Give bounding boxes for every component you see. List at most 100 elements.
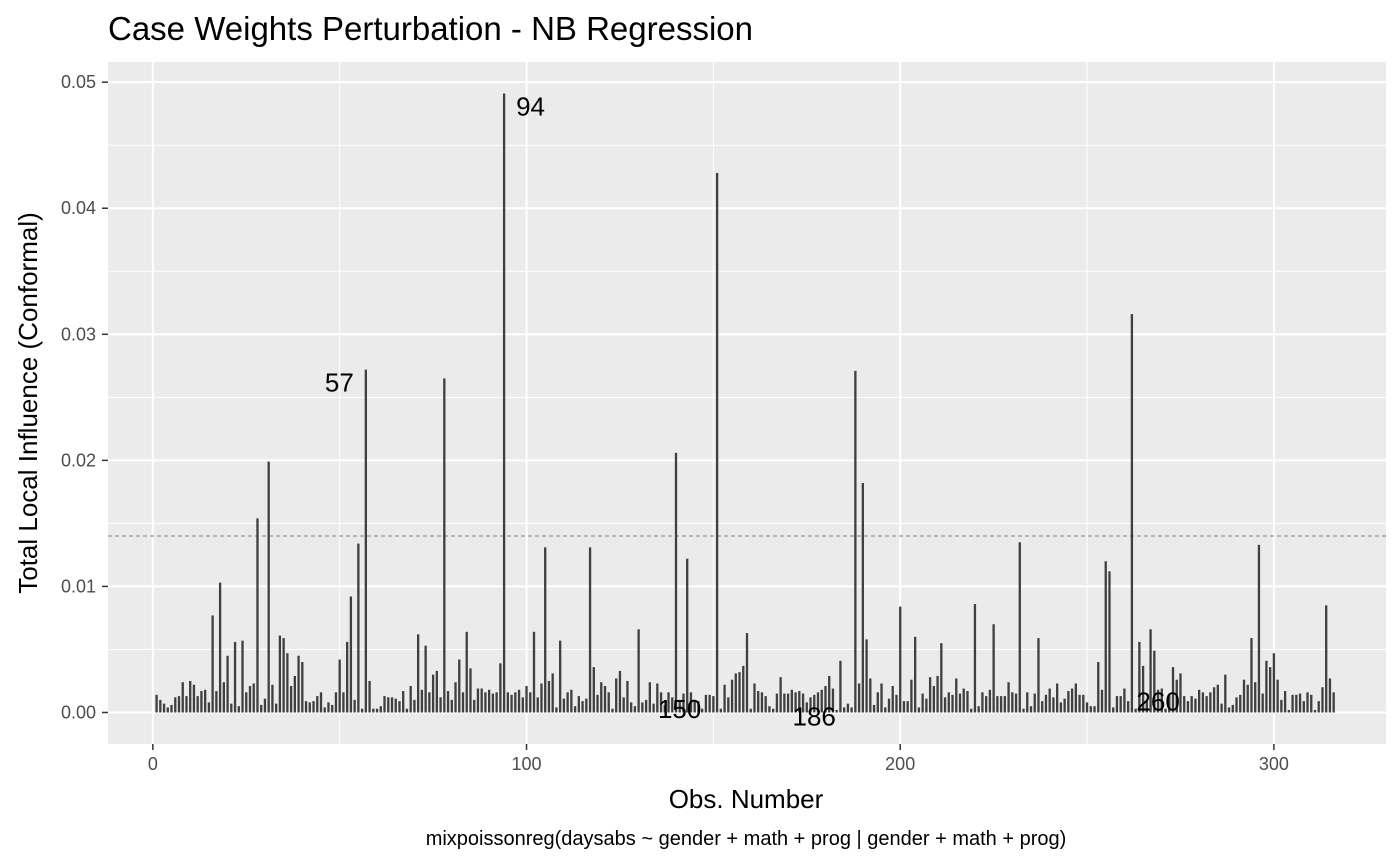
bar-obs-63 <box>387 697 390 713</box>
bar-obs-268 <box>1153 650 1156 713</box>
bar-obs-248 <box>1078 694 1081 713</box>
bar-obs-69 <box>409 686 412 713</box>
chart-title: Case Weights Perturbation - NB Regressio… <box>108 10 753 47</box>
bar-obs-218 <box>966 691 969 713</box>
bar-obs-258 <box>1115 696 1119 713</box>
bar-obs-6 <box>174 697 177 713</box>
bar-obs-30 <box>263 698 267 713</box>
bar-obs-48 <box>331 704 334 713</box>
bar-obs-147 <box>700 708 704 713</box>
bar-obs-308 <box>1302 701 1305 713</box>
bar-obs-177 <box>813 694 816 713</box>
bar-obs-59 <box>372 708 375 713</box>
bar-obs-255 <box>1104 561 1107 713</box>
bar-obs-146 <box>697 701 700 713</box>
bar-obs-172 <box>794 692 797 713</box>
bar-obs-176 <box>809 697 812 713</box>
bar-obs-219 <box>970 708 973 713</box>
bar-obs-45 <box>319 692 323 713</box>
bar-obs-91 <box>491 693 495 713</box>
bar-obs-144 <box>689 692 693 713</box>
bar-obs-275 <box>1179 673 1182 713</box>
bar-obs-186 <box>846 703 850 713</box>
bar-obs-253 <box>1097 662 1100 713</box>
bar-obs-53 <box>349 596 353 713</box>
bar-obs-112 <box>570 689 573 713</box>
bar-obs-148 <box>704 694 708 713</box>
bar-obs-307 <box>1298 693 1302 713</box>
bar-obs-254 <box>1100 689 1104 713</box>
bar-obs-188 <box>854 370 857 713</box>
bar-obs-105 <box>544 547 547 713</box>
bar-obs-203 <box>910 679 913 713</box>
bar-obs-184 <box>839 660 842 713</box>
bar-obs-305 <box>1291 694 1294 713</box>
bar-obs-46 <box>323 707 326 713</box>
bar-obs-12 <box>196 696 199 713</box>
bar-obs-178 <box>816 692 820 713</box>
bar-obs-202 <box>906 701 909 713</box>
bar-obs-33 <box>274 703 278 713</box>
bar-obs-157 <box>738 672 741 713</box>
bar-obs-76 <box>435 670 439 713</box>
bar-obs-1 <box>155 694 158 713</box>
bar-obs-223 <box>984 696 988 713</box>
y-tick-label: 0.03 <box>61 324 96 344</box>
bar-obs-93 <box>499 663 502 713</box>
bar-obs-2 <box>159 699 162 713</box>
bar-obs-198 <box>891 686 894 713</box>
bar-obs-166 <box>771 708 775 713</box>
bar-obs-247 <box>1074 683 1078 713</box>
bar-obs-180 <box>824 686 827 713</box>
bar-obs-58 <box>368 680 371 713</box>
annotation-obs-150: 150 <box>658 694 701 724</box>
bar-obs-131 <box>641 702 644 713</box>
bar-obs-49 <box>334 692 338 713</box>
bar-obs-274 <box>1175 679 1178 713</box>
bar-obs-94 <box>502 93 506 713</box>
bar-obs-222 <box>981 692 984 713</box>
bar-obs-312 <box>1317 701 1320 713</box>
bar-obs-194 <box>876 692 879 713</box>
bar-obs-113 <box>573 706 577 713</box>
bar-obs-92 <box>495 692 498 713</box>
annotation-obs-94: 94 <box>516 92 545 122</box>
bar-obs-7 <box>177 696 181 713</box>
bar-obs-141 <box>678 699 681 713</box>
bar-obs-127 <box>626 680 629 713</box>
bar-obs-110 <box>562 698 566 713</box>
annotation-obs-186: 186 <box>793 702 836 732</box>
bar-obs-23 <box>237 706 240 713</box>
bar-obs-159 <box>745 633 749 713</box>
bar-obs-61 <box>379 706 382 713</box>
bar-obs-313 <box>1321 687 1324 713</box>
bar-obs-304 <box>1287 709 1291 713</box>
bar-obs-301 <box>1276 679 1279 713</box>
bar-obs-191 <box>865 639 868 713</box>
bar-obs-297 <box>1261 693 1264 713</box>
bar-obs-189 <box>857 683 861 713</box>
bar-obs-182 <box>831 688 835 713</box>
bar-obs-229 <box>1007 682 1010 713</box>
bar-obs-125 <box>618 670 622 713</box>
y-tick-label: 0.01 <box>61 576 96 596</box>
bar-obs-246 <box>1070 688 1074 713</box>
bar-obs-294 <box>1250 638 1253 713</box>
bar-obs-29 <box>260 704 263 713</box>
bar-obs-80 <box>450 699 453 713</box>
x-tick-label: 200 <box>885 754 915 774</box>
bar-obs-241 <box>1052 697 1055 713</box>
bar-obs-233 <box>1022 708 1025 713</box>
bar-obs-79 <box>446 691 450 713</box>
bar-obs-72 <box>420 689 424 713</box>
bar-obs-31 <box>267 461 270 713</box>
bar-obs-292 <box>1242 679 1246 713</box>
bar-obs-145 <box>693 701 696 713</box>
annotation-obs-57: 57 <box>325 368 354 398</box>
bar-obs-135 <box>656 683 659 713</box>
bar-obs-44 <box>316 696 319 713</box>
bar-obs-114 <box>577 696 581 713</box>
bar-obs-111 <box>566 692 569 713</box>
bar-obs-284 <box>1212 687 1216 713</box>
